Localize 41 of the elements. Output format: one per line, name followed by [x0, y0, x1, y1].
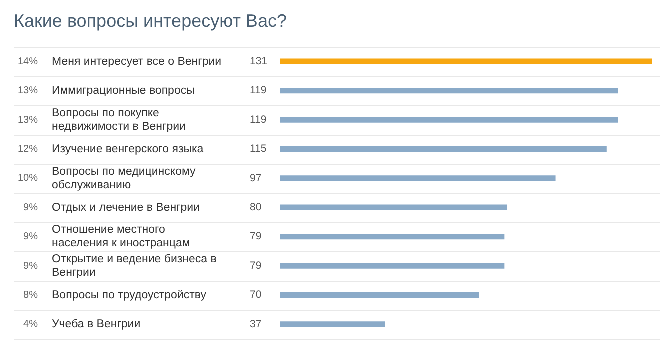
data-label: 79 — [250, 230, 262, 243]
bar — [280, 176, 556, 182]
bar — [280, 88, 618, 94]
y-tick-label: Учеба в Венгрии — [52, 318, 141, 331]
y-tick-label: Вопросы по медицинскому обслуживанию — [52, 166, 196, 192]
text: 12% — [18, 144, 38, 155]
bar — [280, 146, 607, 152]
data-label: 119 — [250, 114, 267, 126]
text: 13% — [18, 86, 38, 97]
data-label: 119 — [250, 84, 267, 97]
data-label: 37 — [250, 318, 262, 330]
text: 9% — [24, 260, 38, 272]
bar — [280, 292, 480, 298]
text: 9% — [24, 232, 38, 243]
text: 10% — [18, 173, 38, 184]
y-tick-label: Изучение венгерского языка — [52, 143, 204, 156]
bar — [280, 58, 652, 64]
y-tick-label: Отдых и лечение в Венгрии — [52, 202, 200, 214]
y-tick-label: Иммиграционные вопросы — [52, 84, 195, 97]
text: 13% — [18, 114, 38, 126]
chart-title: Какие вопросы интересуют Вас? — [14, 10, 287, 31]
bar — [280, 117, 618, 123]
y-tick-label: Вопросы по трудоустройству — [52, 289, 207, 302]
data-label: 70 — [250, 289, 262, 302]
bar — [280, 263, 505, 269]
data-label: 131 — [250, 55, 268, 68]
bar — [280, 234, 505, 240]
text: 4% — [24, 319, 38, 330]
data-label: 80 — [250, 201, 262, 214]
y-tick-label: Меня интересует все о Венгрии — [52, 56, 222, 68]
data-label: 97 — [250, 172, 262, 184]
data-label: 115 — [250, 143, 267, 156]
text: 14% — [18, 56, 38, 68]
y-tick-label: Отношение местного населения к иностранцам — [52, 224, 190, 250]
text: 9% — [24, 202, 38, 214]
bar — [280, 322, 386, 328]
y-tick-label: Вопросы по покупке недвижимости в Венгрии — [52, 107, 186, 133]
bar — [280, 204, 508, 210]
data-label: 79 — [250, 260, 262, 272]
text: 8% — [24, 290, 38, 301]
y-tick-label: Открытие и ведение бизнеса в Венгрии — [52, 253, 217, 279]
